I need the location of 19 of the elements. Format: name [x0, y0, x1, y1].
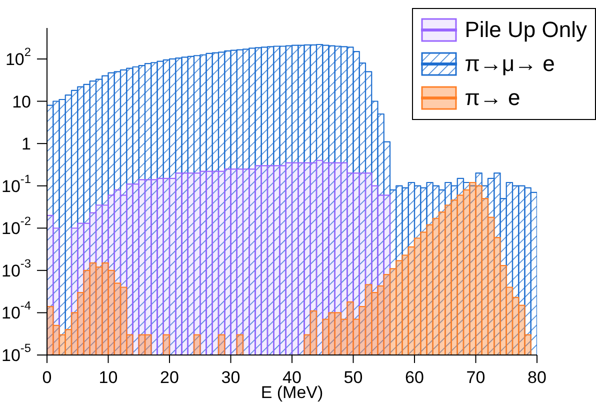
y-tick-label: 10$^{-2}$	[2, 214, 32, 238]
y-tick-label: 10$^{-4}$	[2, 298, 32, 322]
x-tick-label: 50	[344, 368, 363, 386]
x-tick-label: 80	[528, 368, 546, 386]
y-tick-label: 10	[12, 92, 31, 111]
legend-label: π→μ→ e	[464, 51, 555, 77]
x-tick-label: 70	[466, 368, 486, 386]
y-tick-label: 1	[22, 134, 31, 154]
legend-label: π→ e	[464, 85, 520, 111]
y-tick-label: 10$^{2}$	[5, 44, 32, 68]
x-tick-label: 60	[405, 368, 424, 386]
x-tick-label: 0	[42, 368, 52, 386]
x-tick-label: 10	[98, 368, 118, 386]
x-tick-label: 30	[221, 368, 240, 386]
y-tick-label: 10$^{-1}$	[2, 172, 32, 196]
y-tick-label: 10$^{-3}$	[2, 256, 32, 280]
y-tick-label: 10$^{-5}$	[2, 341, 32, 364]
legend-label: Pile Up Only	[464, 17, 587, 43]
x-tick-label: 20	[160, 368, 179, 386]
